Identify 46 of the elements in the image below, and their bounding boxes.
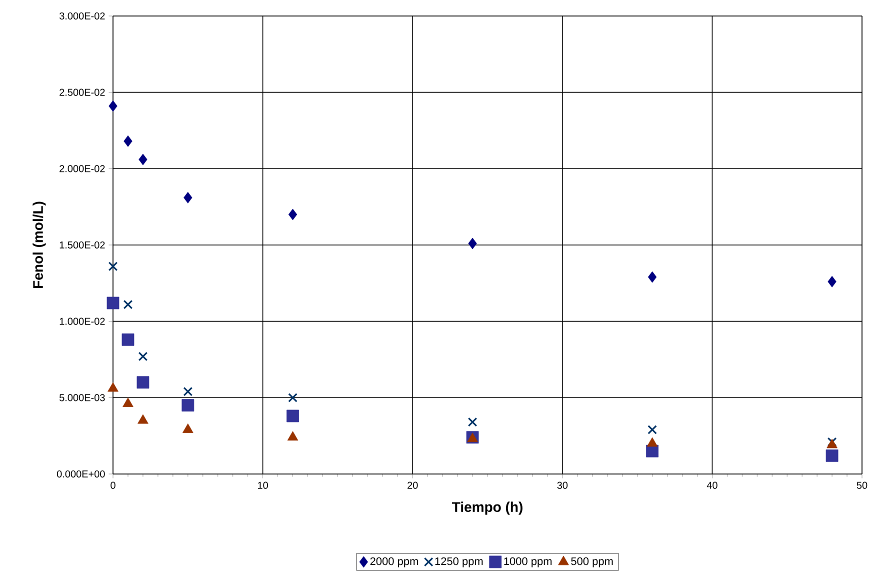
point [138, 352, 148, 362]
y-axis-title: Fenol (mol/L) [32, 202, 46, 288]
point [108, 262, 118, 272]
x-axis-title: Tiempo (h) [452, 502, 522, 515]
point [286, 410, 299, 422]
point [184, 192, 192, 204]
point [288, 392, 298, 402]
point [182, 399, 194, 412]
point [138, 414, 148, 424]
point [182, 424, 194, 433]
y-tick-label: 3.000E-02 [59, 12, 105, 20]
x-tick-label: 10 [258, 482, 268, 489]
point [108, 100, 118, 112]
x-tick-label: 30 [557, 482, 568, 489]
point [138, 154, 148, 166]
point [287, 431, 298, 441]
point [288, 208, 298, 220]
point [106, 296, 120, 310]
point [826, 449, 838, 462]
legend-label: 500 ppm [571, 557, 613, 568]
point [108, 382, 118, 392]
legend-label: 2000 ppm [370, 557, 418, 568]
point [468, 238, 477, 250]
point [124, 135, 132, 147]
point [136, 376, 150, 389]
point [646, 437, 658, 447]
x-tick-label: 50 [856, 482, 868, 489]
y-tick-label: 1.500E-02 [60, 241, 105, 249]
point [648, 271, 657, 283]
point [122, 333, 134, 346]
point [468, 417, 478, 427]
y-tick-label: 2.500E-02 [60, 88, 105, 96]
legend-label: 1000 ppm [504, 557, 552, 568]
point [183, 386, 193, 396]
y-tick-label: 0.000E+00 [56, 470, 105, 478]
point [122, 398, 134, 407]
point [648, 425, 657, 434]
x-tick-label: 40 [706, 482, 718, 489]
point [828, 276, 836, 288]
x-tick-label: 20 [408, 482, 418, 489]
point [123, 300, 133, 310]
y-tick-label: 1.000E-02 [60, 318, 105, 325]
y-tick-label: 2.000E-02 [60, 165, 105, 172]
y-tick-label: 5.000E-03 [59, 394, 105, 402]
legend-label: 1250 ppm [435, 557, 483, 568]
x-tick-label: 0 [110, 482, 116, 489]
